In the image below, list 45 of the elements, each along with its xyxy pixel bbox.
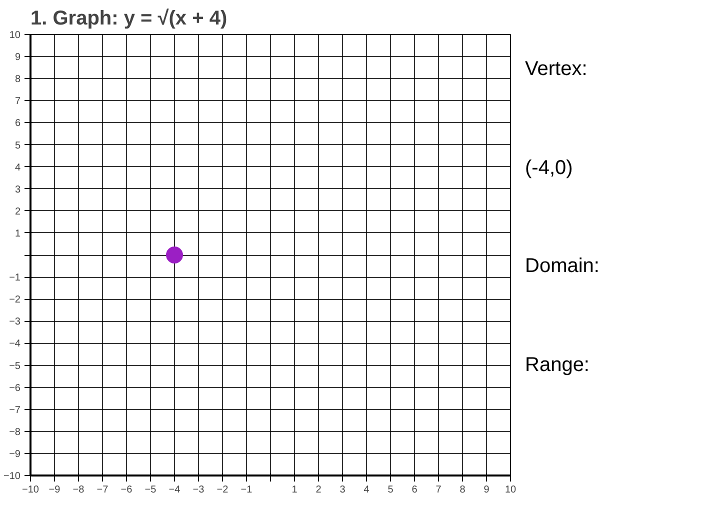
- text: Domain:: [525, 254, 600, 280]
- x-tick-label: −5: [144, 484, 157, 496]
- y-tick-label: −1: [9, 272, 21, 284]
- x-tick-label: −8: [72, 484, 85, 496]
- x-tick-label: −2: [216, 484, 229, 496]
- text: Range:: [525, 352, 590, 378]
- x-tick-label: 2: [316, 484, 322, 496]
- y-tick-label: 2: [14, 206, 21, 218]
- y-tick-label: 8: [14, 74, 21, 86]
- x-tick-label: −4: [168, 484, 181, 496]
- y-tick-label: −6: [9, 382, 21, 394]
- text: (-4,0): [525, 156, 574, 181]
- x-tick-label: −10: [22, 484, 40, 496]
- y-tick-label: 4: [14, 162, 21, 174]
- x-tick-label: 8: [460, 484, 466, 496]
- y-tick-label: −3: [9, 316, 21, 328]
- y-tick-label: −9: [9, 448, 21, 460]
- x-tick-label: 1: [292, 484, 298, 496]
- y-tick-label: −7: [9, 404, 21, 416]
- x-tick-label: 6: [412, 484, 418, 496]
- x-tick-label: 7: [436, 484, 442, 496]
- y-tick-label: 5: [14, 140, 21, 152]
- x-tick-label: −9: [48, 484, 61, 496]
- x-tick-label: 9: [484, 484, 490, 496]
- y-tick-label: 9: [14, 52, 21, 64]
- y-tick-label: 3: [14, 184, 21, 196]
- y-tick-label: −10: [4, 471, 21, 482]
- y-tick-label: −8: [9, 426, 21, 438]
- x-tick-label: 10: [504, 484, 516, 496]
- y-tick-label: −5: [9, 360, 21, 372]
- x-tick-label: 4: [364, 484, 370, 496]
- y-tick-label: −2: [9, 294, 21, 306]
- y-tick-label: −4: [9, 338, 21, 350]
- chart-title: 1. Graph: y = √(x + 4): [30, 8, 228, 30]
- x-tick-label: 5: [388, 484, 394, 496]
- y-tick-label: 10: [9, 30, 21, 41]
- x-tick-label: −3: [192, 484, 205, 496]
- x-tick-label: −7: [96, 484, 109, 496]
- text: Vertex:: [525, 57, 588, 82]
- x-tick-label: −1: [240, 484, 253, 496]
- y-tick-label: 6: [14, 118, 21, 130]
- y-tick-label: 1: [14, 228, 21, 240]
- x-tick-label: −6: [120, 484, 133, 496]
- x-tick-label: 3: [340, 484, 346, 496]
- y-tick-label: 7: [14, 96, 21, 108]
